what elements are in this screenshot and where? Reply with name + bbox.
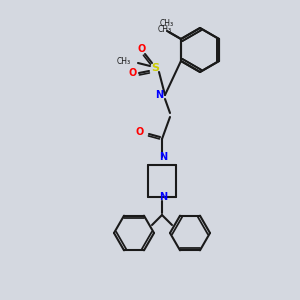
Text: O: O — [136, 127, 144, 137]
Text: CH₃: CH₃ — [158, 26, 172, 34]
Text: N: N — [159, 152, 167, 162]
Text: O: O — [138, 44, 146, 54]
Text: O: O — [129, 68, 137, 78]
Text: N: N — [159, 192, 167, 202]
Text: N: N — [155, 90, 163, 100]
Text: CH₃: CH₃ — [160, 19, 174, 28]
Text: S: S — [151, 63, 159, 73]
Text: CH₃: CH₃ — [117, 58, 131, 67]
